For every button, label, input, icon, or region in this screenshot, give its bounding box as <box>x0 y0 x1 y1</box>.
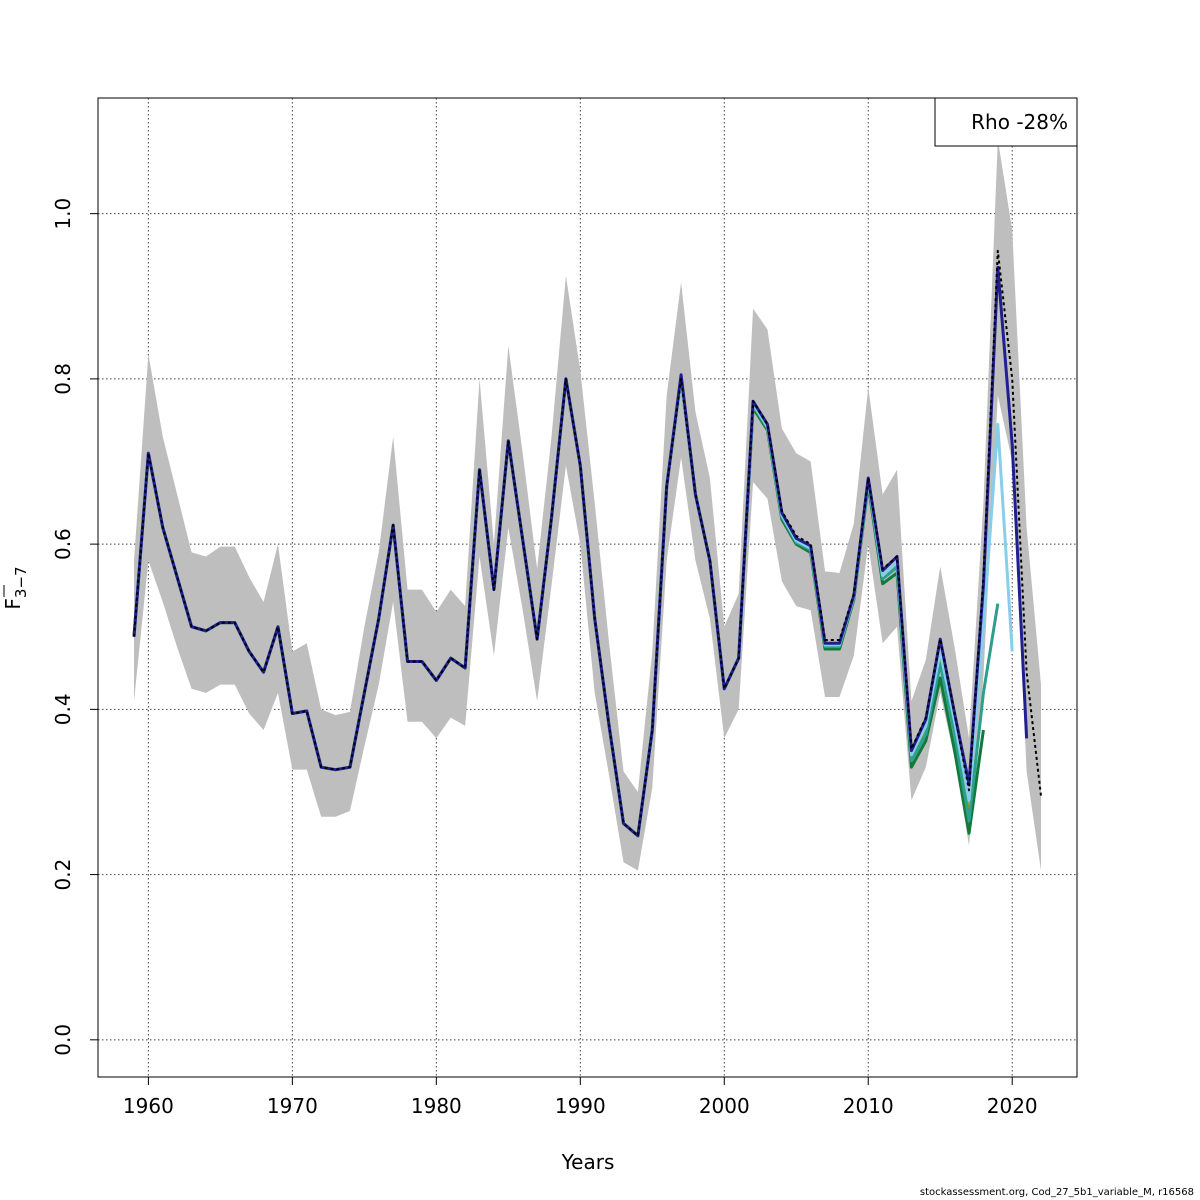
confidence-band <box>133 139 1042 871</box>
y-tick-label: 0.0 <box>51 1024 75 1056</box>
y-axis-title-main: F <box>1 598 25 610</box>
y-tick-label: 0.4 <box>51 693 75 725</box>
y-tick-label: 0.8 <box>51 363 75 395</box>
x-tick-label: 1960 <box>123 1094 174 1118</box>
legend-box <box>934 97 1078 147</box>
footer-credit: stockassessment.org, Cod_27_5b1_variable… <box>919 1187 1194 1198</box>
y-axis-title-subscript: 3−7 <box>12 566 30 598</box>
series-line-0 <box>132 249 1043 837</box>
y-tick-label: 0.2 <box>51 859 75 891</box>
x-tick-label: 1980 <box>411 1094 462 1118</box>
axes: 1960 1970 1980 1990 2000 2010 2020 0.0 0.2 0.4 0.6… <box>51 198 1038 1118</box>
x-axis-title: Years <box>561 1150 615 1174</box>
svg-text:F3−7: F3−7 <box>1 566 30 609</box>
plot-frame <box>97 97 1078 1078</box>
y-tick-label: 0.6 <box>51 528 75 560</box>
x-tick-label: 2010 <box>843 1094 894 1118</box>
grid-lines <box>98 98 1077 1077</box>
y-tick-label: 1.0 <box>51 198 75 230</box>
x-tick-label: 2020 <box>987 1094 1038 1118</box>
x-tick-label: 1970 <box>267 1094 318 1118</box>
series-layer <box>132 249 1043 838</box>
confidence-band-layer <box>133 139 1042 871</box>
legend-text: Rho -28% <box>971 110 1068 134</box>
legend: Rho -28% <box>934 97 1078 147</box>
x-tick-label: 1990 <box>555 1094 606 1118</box>
x-tick-label: 2000 <box>699 1094 750 1118</box>
y-axis-title: F3−7 <box>1 566 30 609</box>
